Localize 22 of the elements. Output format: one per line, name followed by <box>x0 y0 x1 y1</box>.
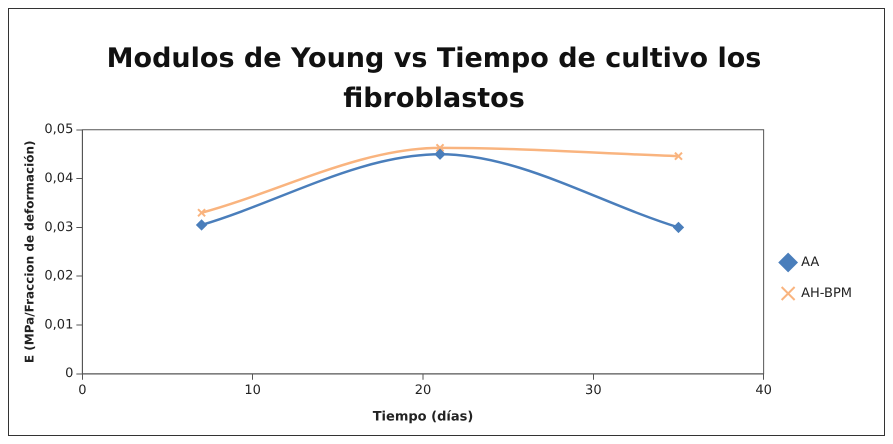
point <box>196 219 208 230</box>
x-tick-label: 0 <box>78 382 86 398</box>
x-tick-label: 10 <box>244 382 261 398</box>
x-axis-title: Tiempo (días) <box>372 410 474 425</box>
legend-label: AA <box>801 254 820 270</box>
chart-title: Modulos de Young vs Tiempo de cultivo los fibroblastos <box>106 42 762 116</box>
y-tick-label: 0,02 <box>44 268 74 284</box>
x-tick-label: 30 <box>585 382 602 398</box>
y-tick-label: 0,05 <box>44 122 74 138</box>
y-tick-label: 0,01 <box>44 317 74 332</box>
point <box>674 152 684 161</box>
point <box>672 222 684 233</box>
point <box>434 148 446 160</box>
point <box>435 143 445 152</box>
legend-label: AH-BPM <box>801 286 852 301</box>
y-axis-title: E (MPa/Fraccion de deformación) <box>22 140 36 364</box>
y-tick-label: 0,03 <box>44 220 74 235</box>
y-tick-label: 0 <box>65 366 74 382</box>
y-tick-label: 0,04 <box>44 170 74 186</box>
x-tick-label: 40 <box>755 382 772 398</box>
x-tick-label: 20 <box>414 382 432 398</box>
point <box>197 208 206 218</box>
